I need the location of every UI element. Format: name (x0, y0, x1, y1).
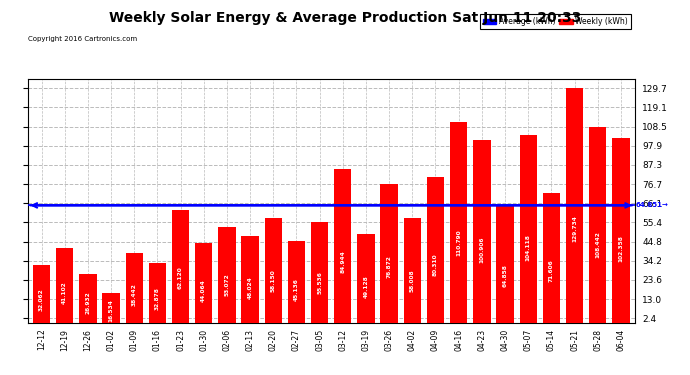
Text: 26.932: 26.932 (86, 292, 90, 314)
Bar (102, 292, 120, 322)
Text: 64.858: 64.858 (502, 264, 508, 287)
Text: 41.102: 41.102 (62, 282, 67, 304)
Bar (589, 127, 607, 322)
Text: 100.906: 100.906 (480, 236, 484, 263)
Bar (520, 135, 537, 322)
Text: 49.128: 49.128 (364, 276, 368, 298)
Text: Weekly Solar Energy & Average Production Sat Jun 11 20:33: Weekly Solar Energy & Average Production… (109, 11, 581, 25)
Text: 32.062: 32.062 (39, 288, 44, 311)
Text: 84.944: 84.944 (340, 250, 345, 273)
Text: 64.851→: 64.851→ (636, 202, 669, 208)
Text: Copyright 2016 Cartronics.com: Copyright 2016 Cartronics.com (28, 36, 137, 42)
Text: 58.150: 58.150 (270, 269, 276, 292)
Text: 45.136: 45.136 (294, 279, 299, 302)
Bar (404, 218, 421, 322)
Text: 80.310: 80.310 (433, 253, 438, 276)
Text: 16.534: 16.534 (108, 299, 114, 322)
Text: 71.606: 71.606 (549, 260, 554, 282)
Bar (357, 234, 375, 322)
Text: 38.442: 38.442 (132, 283, 137, 306)
Text: 53.072: 53.072 (224, 273, 229, 296)
Bar (79, 274, 97, 322)
Text: 129.734: 129.734 (572, 215, 577, 242)
Bar (148, 263, 166, 322)
Text: 76.872: 76.872 (386, 255, 392, 278)
Bar (334, 169, 351, 322)
Bar (496, 206, 514, 322)
Text: 55.536: 55.536 (317, 271, 322, 294)
Bar (195, 243, 213, 322)
Bar (473, 140, 491, 322)
Bar (218, 226, 235, 322)
Bar (172, 210, 189, 322)
Bar (612, 138, 629, 322)
Legend: Average (kWh), Weekly (kWh): Average (kWh), Weekly (kWh) (480, 14, 631, 29)
Text: 58.008: 58.008 (410, 269, 415, 292)
Text: 44.064: 44.064 (201, 279, 206, 302)
Bar (311, 222, 328, 322)
Text: 102.358: 102.358 (618, 235, 623, 262)
Bar (241, 236, 259, 322)
Bar (566, 88, 583, 322)
Bar (450, 123, 467, 322)
Bar (126, 253, 143, 322)
Bar (542, 193, 560, 322)
Bar (380, 184, 398, 322)
Text: 62.120: 62.120 (178, 266, 183, 289)
Bar (427, 177, 444, 322)
Bar (56, 248, 73, 322)
Text: 108.442: 108.442 (595, 231, 600, 258)
Bar (288, 241, 305, 322)
Text: 32.878: 32.878 (155, 287, 160, 310)
Text: 104.118: 104.118 (526, 234, 531, 261)
Bar (33, 265, 50, 322)
Text: 48.024: 48.024 (248, 276, 253, 299)
Bar (264, 217, 282, 322)
Text: 110.790: 110.790 (456, 229, 461, 256)
